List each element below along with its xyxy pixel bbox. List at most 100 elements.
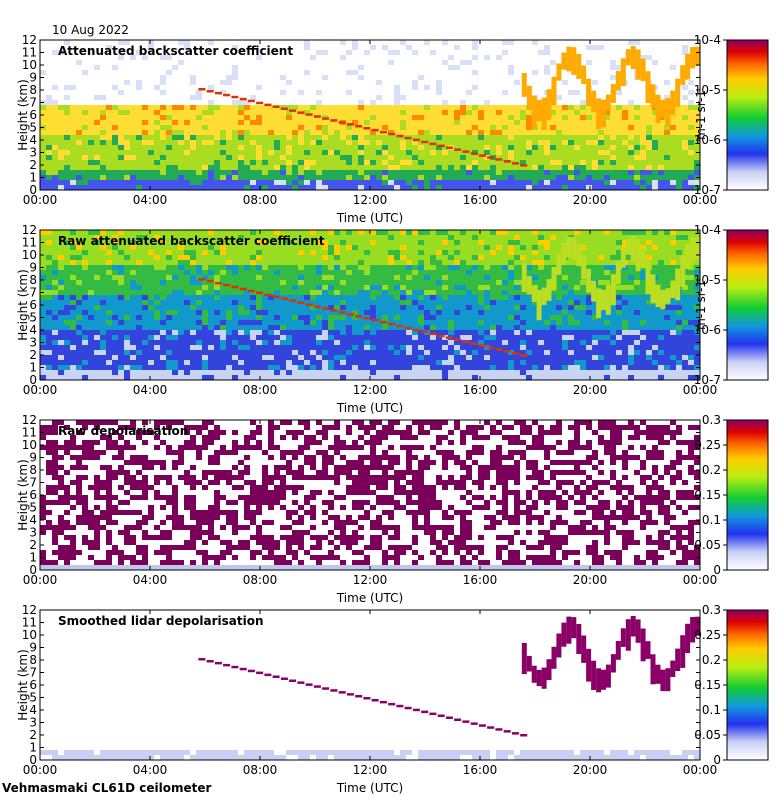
heatmap-cell [106, 375, 113, 381]
heatmap-cell [406, 185, 413, 191]
heatmap-cell [136, 350, 143, 356]
heatmap-cell [634, 125, 641, 131]
heatmap-cell [46, 75, 53, 81]
heatmap-cell [424, 145, 431, 151]
heatmap-cell [112, 75, 119, 81]
heatmap-cell [184, 55, 191, 61]
heatmap-cell [298, 265, 305, 271]
heatmap-cell [340, 125, 347, 131]
heatmap-cell [658, 70, 665, 76]
heatmap-cell [538, 130, 545, 136]
heatmap-cell [298, 350, 305, 356]
heatmap-cell [142, 170, 149, 176]
heatmap-cell [328, 340, 335, 346]
heatmap-cell [238, 50, 245, 56]
heatmap-cell [334, 295, 341, 301]
heatmap-cell [640, 145, 647, 151]
heatmap-cell [52, 375, 59, 381]
heatmap-cell [52, 240, 59, 246]
heatmap-cell [412, 130, 419, 136]
heatmap-cell [136, 120, 143, 126]
heatmap-cell [40, 80, 47, 86]
heatmap-cell [40, 260, 47, 266]
heatmap-cell [226, 125, 233, 131]
heatmap-cell [58, 250, 65, 256]
heatmap-cell [82, 55, 89, 61]
heatmap-cell [88, 280, 95, 286]
heatmap-cell [268, 355, 275, 361]
heatmap-cell [160, 330, 167, 336]
heatmap-cell [214, 265, 221, 271]
heatmap-cell [616, 60, 623, 66]
heatmap-cell [112, 325, 119, 331]
heatmap-cell [676, 45, 683, 51]
heatmap-cell [568, 80, 575, 86]
heatmap-cell [316, 260, 323, 266]
layer-cell [338, 121, 346, 124]
layer-cell [379, 130, 387, 134]
heatmap-cell [634, 155, 641, 161]
heatmap-cell [172, 65, 179, 71]
heatmap-cell [118, 300, 125, 306]
heatmap-cell [484, 65, 491, 71]
heatmap-cell [100, 245, 107, 251]
heatmap-cell [364, 55, 371, 61]
heatmap-cell [184, 265, 191, 271]
heatmap-cell [274, 365, 281, 371]
heatmap-cell [304, 315, 311, 321]
heatmap-cell [64, 240, 71, 246]
heatmap-cell [400, 85, 407, 91]
heatmap-cell [202, 95, 209, 101]
heatmap-cell [160, 180, 167, 186]
heatmap-cell [238, 335, 245, 341]
heatmap-cell [490, 165, 497, 171]
heatmap-cell [112, 150, 119, 156]
heatmap-cell [226, 140, 233, 146]
heatmap-cell [334, 280, 341, 286]
heatmap-cell [244, 50, 251, 56]
heatmap-cell [160, 325, 167, 331]
heatmap-cell [610, 180, 617, 186]
heatmap-cell [58, 120, 65, 126]
heatmap-cell [160, 250, 167, 256]
layer-cell [421, 140, 429, 144]
heatmap-cell [238, 185, 245, 191]
heatmap-cell [184, 140, 191, 146]
heatmap-cell [88, 325, 95, 331]
heatmap-cell [136, 275, 143, 281]
heatmap-cell [298, 280, 305, 286]
heatmap-cell [316, 315, 323, 321]
heatmap-cell [268, 325, 275, 331]
heatmap-cell [568, 85, 575, 91]
heatmap-cell [382, 150, 389, 156]
heatmap-cell [478, 165, 485, 171]
heatmap-cell [142, 315, 149, 321]
heatmap-cell [580, 45, 587, 51]
heatmap-cell [484, 45, 491, 51]
heatmap-cell [232, 115, 239, 121]
heatmap-cell [316, 125, 323, 131]
heatmap-cell [112, 80, 119, 86]
heatmap-cell [106, 255, 113, 261]
heatmap-cell [100, 135, 107, 141]
heatmap-cell [112, 320, 119, 326]
heatmap-cell [532, 130, 539, 136]
heatmap-cell [334, 350, 341, 356]
heatmap-cell [514, 145, 521, 151]
heatmap-cell [112, 160, 119, 166]
heatmap-cell [136, 115, 143, 121]
heatmap-cell [172, 290, 179, 296]
heatmap-cell [286, 335, 293, 341]
heatmap-cell [340, 360, 347, 366]
heatmap-cell [688, 155, 695, 161]
layer-cell [214, 91, 222, 95]
heatmap-cell [58, 240, 65, 246]
heatmap-cell [334, 135, 341, 141]
heatmap-cell [190, 80, 197, 86]
heatmap-cell [322, 290, 329, 296]
heatmap-cell [556, 155, 563, 161]
heatmap-cell [502, 60, 509, 66]
heatmap-cell [214, 295, 221, 301]
heatmap-cell [82, 245, 89, 251]
heatmap-cell [358, 40, 365, 46]
